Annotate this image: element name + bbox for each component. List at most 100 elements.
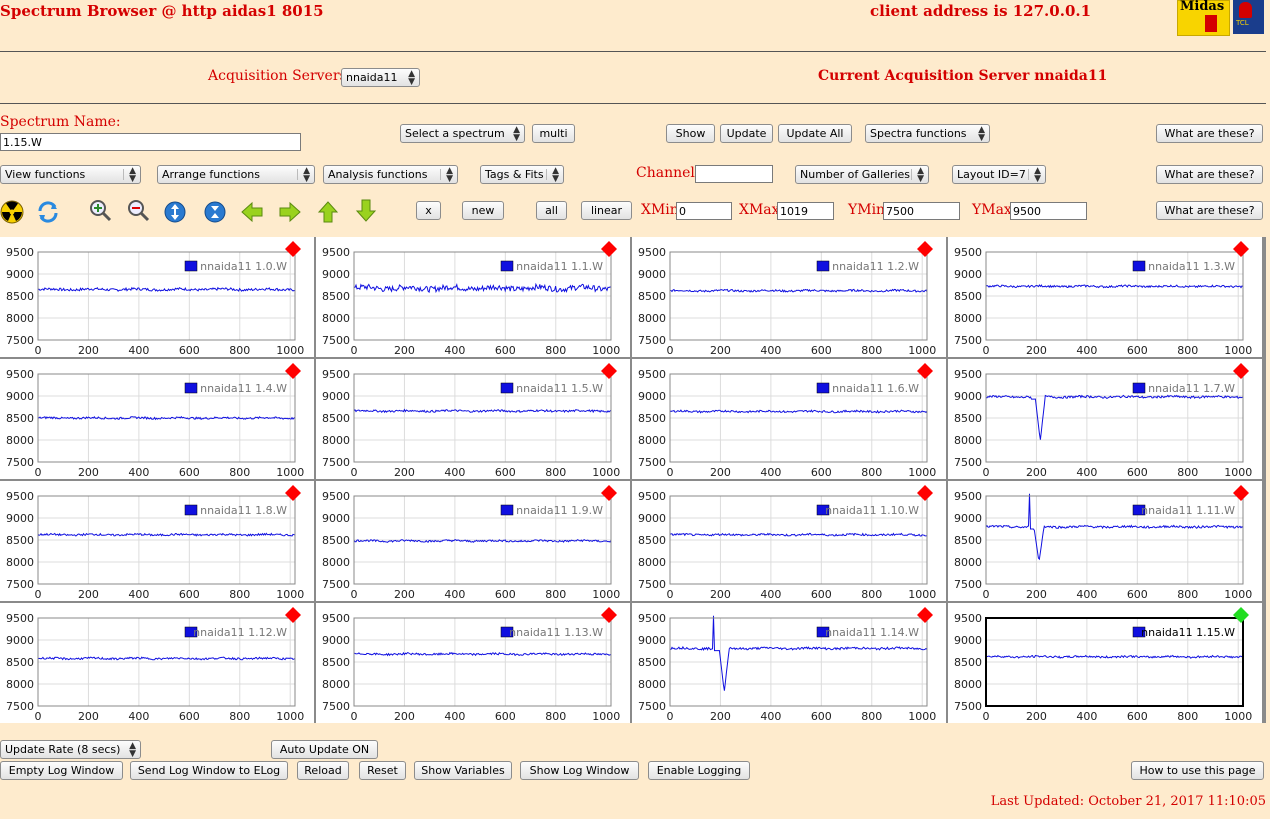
y-tick-label: 9000 <box>954 268 982 281</box>
x-tick-label: 200 <box>78 344 99 357</box>
channel-input[interactable] <box>695 165 773 183</box>
chevron-updown-icon: ▲ ▼ <box>513 125 520 143</box>
what-are-these-button-1[interactable]: What are these? <box>1156 124 1263 143</box>
spectrum-panel[interactable]: 9500 9000 8500 8000 7500 0 200 400 600 800 1000 nna… <box>948 359 1262 479</box>
y-tick-label: 7500 <box>954 700 982 713</box>
arrow-down-icon[interactable] <box>354 198 378 222</box>
enable-logging-button[interactable]: Enable Logging <box>648 761 750 780</box>
spectrum-panel[interactable]: 9500 9000 8500 8000 7500 0 200 400 600 800 1000 nna… <box>632 359 946 479</box>
y-tick-label: 9000 <box>954 634 982 647</box>
spectrum-panel[interactable]: 9500 9000 8500 8000 7500 0 200 400 600 800 1000 nna… <box>0 237 314 357</box>
spectrum-panel[interactable]: 9500 9000 8500 8000 7500 0 200 400 600 800 1000 nna… <box>0 603 314 723</box>
auto-update-button[interactable]: Auto Update ON <box>271 740 378 759</box>
multi-button[interactable]: multi <box>532 124 575 143</box>
spectrum-panel[interactable]: 9500 9000 8500 8000 7500 0 200 400 600 800 1000 nna… <box>0 481 314 601</box>
how-to-use-button[interactable]: How to use this page <box>1131 761 1264 780</box>
spectrum-panel[interactable]: 9500 9000 8500 8000 7500 0 200 400 600 800 1000 nna… <box>948 603 1262 723</box>
spectra-functions-select[interactable]: Spectra functions ▲ ▼ <box>865 124 990 143</box>
status-marker-red <box>1233 363 1249 379</box>
zoom-in-icon[interactable] <box>88 198 112 222</box>
empty-log-button[interactable]: Empty Log Window <box>0 761 123 780</box>
analysis-functions-select[interactable]: Analysis functions ▲ ▼ <box>323 165 458 184</box>
xmax-input[interactable] <box>777 202 834 220</box>
legend-swatch <box>816 504 830 516</box>
spectrum-panel[interactable]: 9500 9000 8500 8000 7500 0 200 400 600 800 1000 nna… <box>316 481 630 601</box>
acquisition-server-select[interactable]: nnaida11 ▲ ▼ <box>341 68 420 87</box>
spectrum-panel[interactable]: 9500 9000 8500 8000 7500 0 200 400 600 800 1000 nna… <box>0 359 314 479</box>
ymin-input[interactable] <box>883 202 960 220</box>
spectrum-panel[interactable]: 9500 9000 8500 8000 7500 0 200 400 600 800 1000 nna… <box>632 237 946 357</box>
spectrum-panel[interactable]: 9500 9000 8500 8000 7500 0 200 400 600 800 1000 nna… <box>948 237 1262 357</box>
view-functions-select[interactable]: View functions ▲ ▼ <box>0 165 141 184</box>
send-log-elog-button[interactable]: Send Log Window to ELog <box>130 761 288 780</box>
compress-vertical-icon[interactable] <box>203 200 227 224</box>
arrow-right-icon[interactable] <box>278 200 302 224</box>
plot-frame <box>37 251 296 341</box>
ymin-label: YMin <box>848 202 886 218</box>
spectrum-panel[interactable]: 9500 9000 8500 8000 7500 0 200 400 600 800 1000 nna… <box>632 481 946 601</box>
expand-vertical-icon[interactable] <box>163 200 187 224</box>
ymax-input[interactable] <box>1010 202 1087 220</box>
x-tick-label: 400 <box>444 466 465 479</box>
x-tick-label: 600 <box>1127 466 1148 479</box>
reload-button[interactable]: Reload <box>297 761 349 780</box>
show-button[interactable]: Show <box>666 124 715 143</box>
layout-id-select[interactable]: Layout ID=7 ▲ ▼ <box>952 165 1046 184</box>
arrow-up-icon[interactable] <box>316 200 340 224</box>
update-all-button[interactable]: Update All <box>778 124 852 143</box>
show-variables-button[interactable]: Show Variables <box>414 761 512 780</box>
spectrum-name-input[interactable] <box>0 133 301 151</box>
page-title: Spectrum Browser @ http aidas1 8015 <box>0 2 324 20</box>
new-button[interactable]: new <box>462 201 504 220</box>
radiation-icon[interactable] <box>0 200 24 224</box>
x-tick-label: 0 <box>667 344 674 357</box>
y-tick-label: 8000 <box>6 312 34 325</box>
xmin-input[interactable] <box>676 202 732 220</box>
refresh-icon[interactable] <box>36 200 60 224</box>
x-tick-label: 800 <box>229 588 250 601</box>
x-tick-label: 1000 <box>908 344 936 357</box>
what-are-these-button-3[interactable]: What are these? <box>1156 201 1263 220</box>
arrow-left-icon[interactable] <box>240 200 264 224</box>
what-are-these-button-2[interactable]: What are these? <box>1156 165 1263 184</box>
spectrum-panel[interactable]: 9500 9000 8500 8000 7500 0 200 400 600 800 1000 nna… <box>948 481 1262 601</box>
number-of-galleries-select[interactable]: Number of Galleries ▲ ▼ <box>795 165 929 184</box>
update-rate-select[interactable]: Update Rate (8 secs) ▲ ▼ <box>0 740 141 759</box>
x-tick-label: 1000 <box>1224 344 1252 357</box>
arrange-functions-select[interactable]: Arrange functions ▲ ▼ <box>157 165 315 184</box>
show-log-window-button[interactable]: Show Log Window <box>520 761 639 780</box>
spectrum-panel[interactable]: 9500 9000 8500 8000 7500 0 200 400 600 800 1000 nna… <box>316 359 630 479</box>
legend-swatch <box>500 260 514 272</box>
linear-button[interactable]: linear <box>581 201 632 220</box>
spectrum-panel[interactable]: 9500 9000 8500 8000 7500 0 200 400 600 800 1000 nna… <box>316 237 630 357</box>
all-button[interactable]: all <box>536 201 567 220</box>
plot-frame <box>985 495 1244 585</box>
reset-button[interactable]: Reset <box>359 761 406 780</box>
x-tick-label: 600 <box>811 588 832 601</box>
select-spectrum-select[interactable]: Select a spectrum ▲ ▼ <box>400 124 525 143</box>
update-button[interactable]: Update <box>720 124 773 143</box>
spectrum-panel[interactable]: 9500 9000 8500 8000 7500 0 200 400 600 800 1000 nna… <box>316 603 630 723</box>
spectrum-panel[interactable]: 9500 9000 8500 8000 7500 0 200 400 600 800 1000 nna… <box>632 603 946 723</box>
chevron-updown-icon: ▲ ▼ <box>303 166 310 184</box>
x-button[interactable]: x <box>416 201 441 220</box>
tags-fits-select[interactable]: Tags & Fits ▲ ▼ <box>480 165 564 184</box>
zoom-out-icon[interactable] <box>126 198 150 222</box>
chevron-updown-icon: ▲ ▼ <box>978 125 985 143</box>
